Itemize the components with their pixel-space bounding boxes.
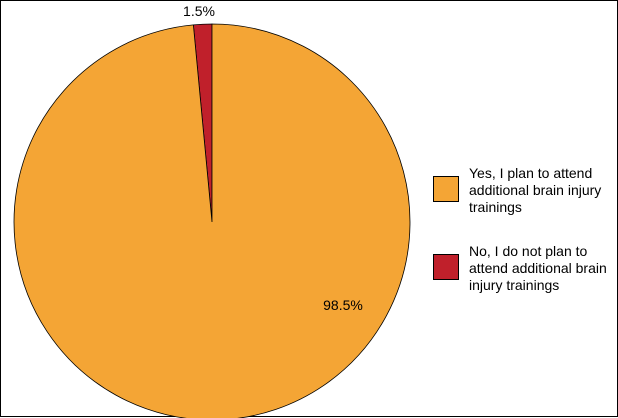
- pie-slices: [13, 23, 411, 418]
- legend-label-no: No, I do not plan to attend additional b…: [469, 243, 607, 293]
- legend: Yes, I plan to attend additional brain i…: [433, 165, 613, 321]
- data-label-yes: 98.5%: [323, 297, 363, 313]
- data-label-no: 1.5%: [183, 3, 215, 19]
- legend-item-no: No, I do not plan to attend additional b…: [433, 243, 613, 321]
- legend-item-yes: Yes, I plan to attend additional brain i…: [433, 165, 613, 243]
- pie-data-labels: 98.5% 1.5%: [183, 3, 363, 313]
- pie-slice-yes: [13, 23, 411, 418]
- legend-label-yes: Yes, I plan to attend additional brain i…: [469, 165, 602, 215]
- legend-swatch-no: [433, 254, 459, 280]
- legend-swatch-yes: [433, 176, 459, 202]
